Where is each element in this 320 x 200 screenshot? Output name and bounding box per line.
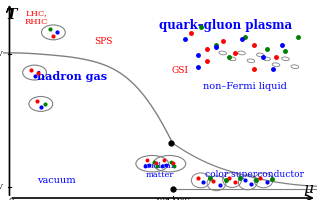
- Text: hadron gas: hadron gas: [37, 71, 107, 82]
- Text: color superconductor: color superconductor: [204, 170, 304, 179]
- Text: vacuum: vacuum: [37, 176, 76, 185]
- Text: 190 MeV: 190 MeV: [0, 50, 3, 58]
- Text: 308 MeV: 308 MeV: [155, 197, 190, 200]
- Text: nuclear
matter: nuclear matter: [144, 162, 176, 179]
- Text: LHC,
RHIC: LHC, RHIC: [24, 9, 48, 26]
- Text: non–Fermi liquid: non–Fermi liquid: [203, 82, 287, 91]
- Text: SPS: SPS: [94, 37, 113, 46]
- Text: μ: μ: [304, 182, 314, 196]
- Text: GSI: GSI: [172, 66, 189, 75]
- Text: T: T: [5, 8, 17, 22]
- Text: 0: 0: [8, 197, 14, 200]
- Text: quark–gluon plasma: quark–gluon plasma: [159, 19, 292, 32]
- Text: 10 MeV: 10 MeV: [0, 183, 3, 191]
